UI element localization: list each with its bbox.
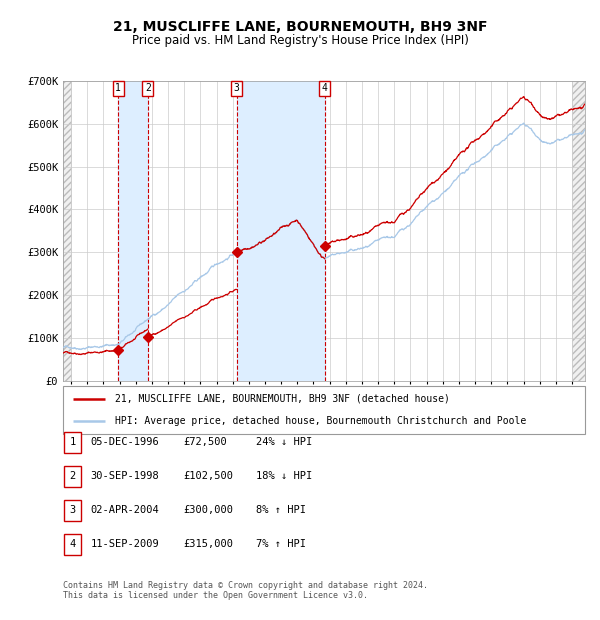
Text: 2: 2 xyxy=(70,471,76,481)
Text: 02-APR-2004: 02-APR-2004 xyxy=(91,505,160,515)
Text: 18% ↓ HPI: 18% ↓ HPI xyxy=(256,471,312,481)
FancyBboxPatch shape xyxy=(63,386,585,434)
Text: Contains HM Land Registry data © Crown copyright and database right 2024.
This d: Contains HM Land Registry data © Crown c… xyxy=(63,581,428,600)
Text: 30-SEP-1998: 30-SEP-1998 xyxy=(91,471,160,481)
Bar xyxy=(572,81,585,381)
Text: 1: 1 xyxy=(115,83,121,94)
Text: £72,500: £72,500 xyxy=(184,437,227,447)
Text: 7% ↑ HPI: 7% ↑ HPI xyxy=(256,539,305,549)
Text: £300,000: £300,000 xyxy=(184,505,233,515)
Bar xyxy=(118,81,148,381)
Text: £315,000: £315,000 xyxy=(184,539,233,549)
Text: 3: 3 xyxy=(70,505,76,515)
Text: 3: 3 xyxy=(234,83,239,94)
Text: Price paid vs. HM Land Registry's House Price Index (HPI): Price paid vs. HM Land Registry's House … xyxy=(131,34,469,47)
Text: HPI: Average price, detached house, Bournemouth Christchurch and Poole: HPI: Average price, detached house, Bour… xyxy=(115,416,526,426)
Bar xyxy=(63,81,71,381)
Text: 21, MUSCLIFFE LANE, BOURNEMOUTH, BH9 3NF (detached house): 21, MUSCLIFFE LANE, BOURNEMOUTH, BH9 3NF… xyxy=(115,394,450,404)
Text: 2: 2 xyxy=(145,83,151,94)
Text: 24% ↓ HPI: 24% ↓ HPI xyxy=(256,437,312,447)
Bar xyxy=(237,81,325,381)
Bar xyxy=(63,81,71,381)
Text: 21, MUSCLIFFE LANE, BOURNEMOUTH, BH9 3NF: 21, MUSCLIFFE LANE, BOURNEMOUTH, BH9 3NF xyxy=(113,20,487,34)
Text: 4: 4 xyxy=(322,83,328,94)
Text: £102,500: £102,500 xyxy=(184,471,233,481)
Text: 8% ↑ HPI: 8% ↑ HPI xyxy=(256,505,305,515)
Bar xyxy=(572,81,585,381)
Text: 4: 4 xyxy=(70,539,76,549)
Text: 05-DEC-1996: 05-DEC-1996 xyxy=(91,437,160,447)
Text: 1: 1 xyxy=(70,437,76,447)
Text: 11-SEP-2009: 11-SEP-2009 xyxy=(91,539,160,549)
